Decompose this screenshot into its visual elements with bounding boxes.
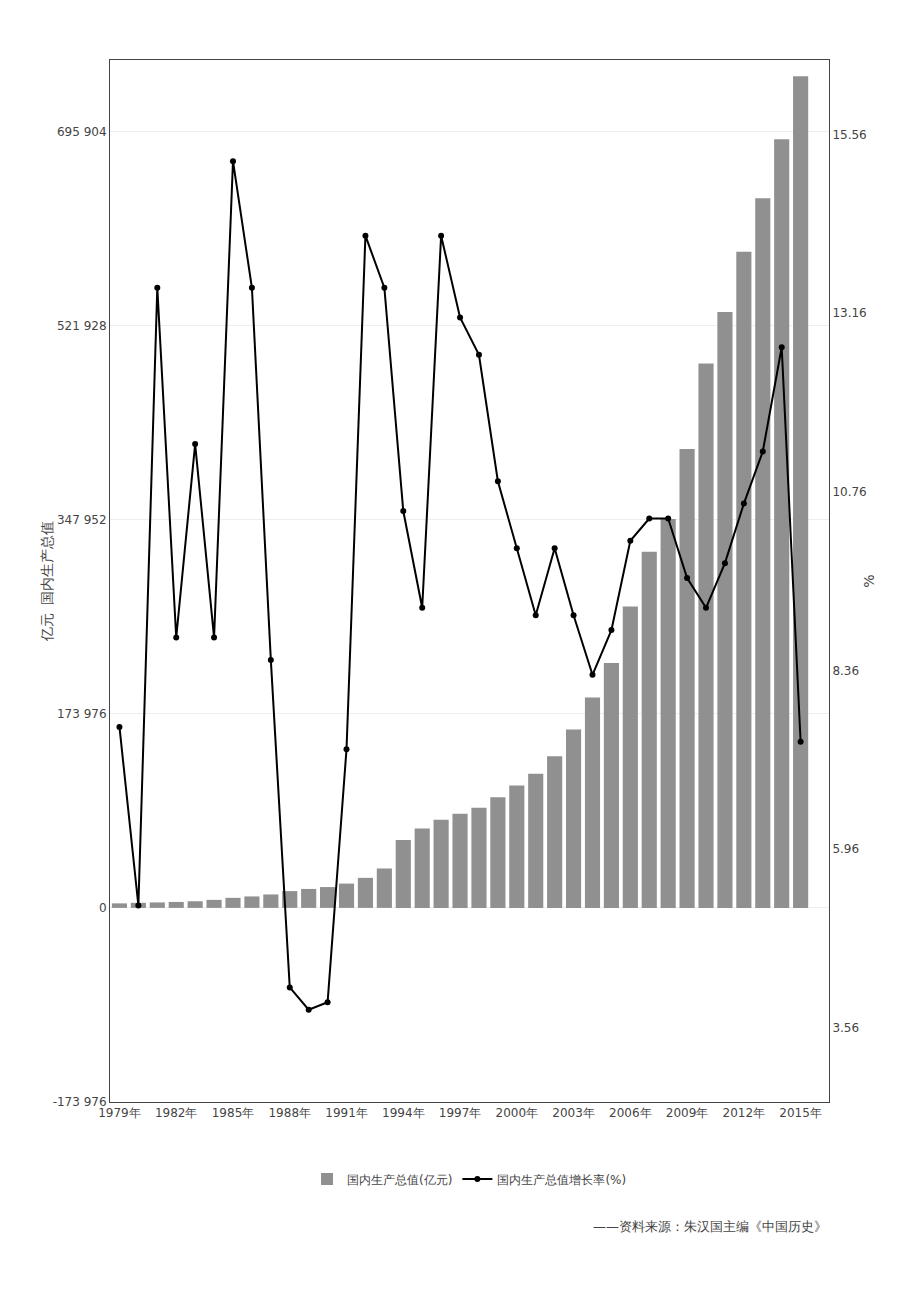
svg-text:13.16: 13.16 — [832, 306, 866, 320]
svg-text:1988年: 1988年 — [268, 1106, 311, 1120]
svg-text:1991年: 1991年 — [325, 1106, 368, 1120]
svg-text:国内生产总值(亿元): 国内生产总值(亿元) — [347, 1173, 452, 1187]
svg-text:1997年: 1997年 — [439, 1106, 482, 1120]
svg-text:5.96: 5.96 — [832, 842, 859, 856]
svg-text:15.56: 15.56 — [832, 128, 866, 142]
svg-text:1994年: 1994年 — [382, 1106, 425, 1120]
svg-text:1979年: 1979年 — [98, 1106, 141, 1120]
svg-text:亿元 国内生产总值: 亿元 国内生产总值 — [39, 521, 55, 643]
svg-text:347 952: 347 952 — [57, 513, 107, 527]
svg-text:%: % — [861, 574, 877, 587]
svg-text:521 928: 521 928 — [57, 319, 107, 333]
svg-text:10.76: 10.76 — [832, 485, 866, 499]
svg-text:2009年: 2009年 — [666, 1106, 709, 1120]
svg-text:——资料来源：朱汉国主编《中国历史》: ——资料来源：朱汉国主编《中国历史》 — [593, 1219, 827, 1234]
svg-text:173 976: 173 976 — [57, 707, 107, 721]
svg-text:2003年: 2003年 — [552, 1106, 595, 1120]
svg-text:1985年: 1985年 — [212, 1106, 255, 1120]
svg-text:-173 976: -173 976 — [53, 1095, 107, 1109]
svg-text:2000年: 2000年 — [496, 1106, 539, 1120]
svg-text:8.36: 8.36 — [832, 664, 859, 678]
svg-text:1982年: 1982年 — [155, 1106, 198, 1120]
svg-text:3.56: 3.56 — [832, 1021, 859, 1035]
svg-text:0: 0 — [99, 901, 107, 915]
svg-text:国内生产总值增长率(%): 国内生产总值增长率(%) — [497, 1173, 626, 1187]
svg-text:2006年: 2006年 — [609, 1106, 652, 1120]
svg-text:2012年: 2012年 — [723, 1106, 766, 1120]
svg-text:695 904: 695 904 — [57, 125, 107, 139]
svg-text:2015年: 2015年 — [779, 1106, 822, 1120]
